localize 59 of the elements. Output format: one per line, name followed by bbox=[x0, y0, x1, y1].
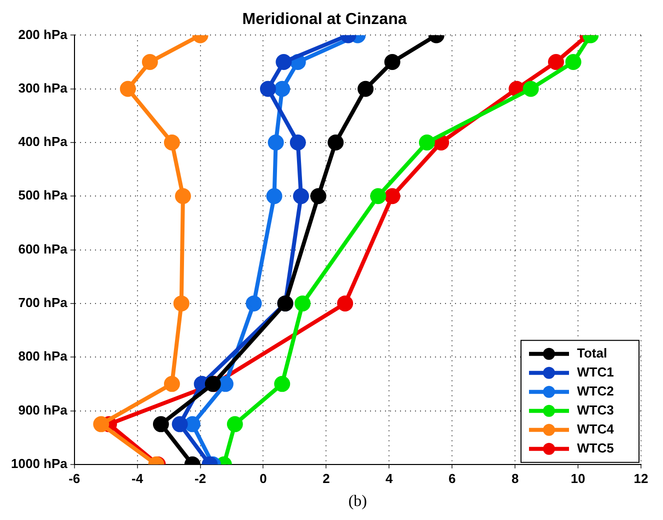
chart-title: Meridional at Cinzana bbox=[242, 11, 407, 28]
x-tick-label: 12 bbox=[634, 470, 648, 486]
point bbox=[294, 295, 311, 312]
y-tick-label: 500 hPa bbox=[18, 188, 68, 203]
x-tick-label: 6 bbox=[448, 470, 456, 486]
point bbox=[358, 80, 374, 97]
point bbox=[266, 188, 282, 204]
x-tick-label: -2 bbox=[194, 470, 206, 486]
point bbox=[120, 80, 136, 97]
x-tick-label: 4 bbox=[386, 470, 394, 486]
point bbox=[164, 376, 180, 392]
y-tick-label: 800 hPa bbox=[18, 348, 68, 364]
point bbox=[310, 188, 326, 204]
point bbox=[268, 134, 284, 150]
point bbox=[173, 295, 190, 312]
legend-label: WTC2 bbox=[577, 383, 614, 398]
point bbox=[548, 54, 564, 70]
point bbox=[226, 416, 243, 432]
point bbox=[260, 80, 276, 97]
point bbox=[276, 54, 292, 70]
y-tick-label: 1000 hPa bbox=[11, 456, 68, 471]
point bbox=[274, 80, 290, 97]
point bbox=[93, 416, 110, 432]
text: (b) bbox=[348, 493, 368, 510]
point bbox=[328, 134, 344, 150]
legend-label: WTC3 bbox=[577, 402, 614, 418]
point bbox=[384, 188, 400, 204]
point bbox=[274, 376, 290, 392]
point bbox=[418, 134, 435, 150]
point bbox=[172, 416, 188, 432]
x-tick-label: -6 bbox=[68, 470, 80, 486]
point bbox=[370, 188, 386, 204]
y-tick-label: 700 hPa bbox=[18, 295, 68, 310]
legend-label: WTC5 bbox=[577, 440, 614, 456]
legend-label: Total bbox=[577, 345, 608, 360]
point bbox=[290, 134, 306, 150]
point bbox=[184, 416, 200, 432]
point bbox=[152, 416, 169, 432]
x-tick-label: -4 bbox=[132, 470, 144, 486]
point bbox=[384, 54, 400, 70]
x-tick-label: 8 bbox=[511, 470, 519, 486]
point bbox=[164, 134, 180, 150]
legend-label: WTC4 bbox=[577, 421, 615, 436]
y-tick-label: 400 hPa bbox=[18, 134, 68, 150]
point bbox=[337, 295, 354, 312]
x-tick-label: 10 bbox=[570, 470, 586, 486]
x-tick-label: 2 bbox=[322, 470, 330, 486]
y-tick-label: 200 hPa bbox=[18, 26, 68, 42]
y-tick-label: 300 hPa bbox=[18, 80, 68, 96]
point bbox=[246, 295, 262, 312]
point bbox=[174, 188, 191, 204]
y-tick-label: 600 hPa bbox=[18, 241, 68, 256]
point bbox=[565, 54, 582, 70]
point bbox=[522, 80, 539, 97]
point bbox=[142, 54, 158, 70]
x-tick-label: 0 bbox=[260, 470, 267, 486]
legend-label: WTC1 bbox=[577, 364, 614, 380]
y-tick-label: 900 hPa bbox=[18, 402, 68, 418]
point bbox=[293, 188, 310, 204]
